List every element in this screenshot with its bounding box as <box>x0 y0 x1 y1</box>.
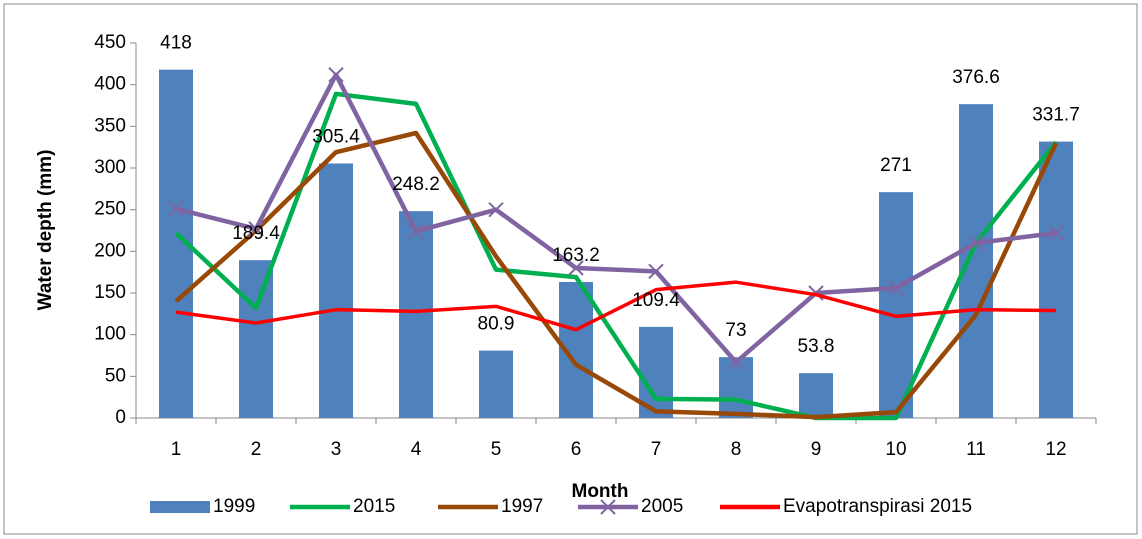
y-tick-label: 150 <box>94 282 126 303</box>
data-label: 331.7 <box>1032 105 1080 126</box>
bar <box>479 350 513 418</box>
bar <box>239 260 273 418</box>
y-tick-label: 0 <box>115 407 126 428</box>
bar <box>719 357 753 418</box>
x-tick-label: 9 <box>811 439 822 460</box>
marker <box>408 223 424 240</box>
line <box>175 72 1057 365</box>
bar <box>799 373 833 418</box>
marker <box>488 201 504 218</box>
data-label: 73 <box>725 320 746 341</box>
x-tick-label: 6 <box>571 439 582 460</box>
y-tick-label: 50 <box>105 365 126 386</box>
bar <box>319 163 353 418</box>
marker <box>968 235 984 251</box>
marker <box>728 354 744 370</box>
marker <box>168 201 184 217</box>
data-label: 305.4 <box>312 127 360 148</box>
legend-marker <box>600 499 616 515</box>
legend-label: 2015 <box>353 496 395 517</box>
x-tick-label: 1 <box>171 439 182 460</box>
marker <box>1048 225 1064 241</box>
x-tick-label: 11 <box>966 439 986 460</box>
data-label: 163.2 <box>552 245 600 266</box>
marker <box>888 280 904 296</box>
y-tick-label: 100 <box>94 324 126 345</box>
data-label: 418 <box>160 33 192 54</box>
data-label: 80.9 <box>478 314 515 335</box>
data-label: 248.2 <box>392 174 440 195</box>
x-axis-label: Month <box>572 481 629 502</box>
bar <box>399 211 433 418</box>
y-tick-label: 350 <box>94 115 126 136</box>
legend-label: 1999 <box>213 496 255 517</box>
marker <box>648 263 664 280</box>
bar <box>959 104 993 419</box>
marker <box>568 260 584 276</box>
x-tick-label: 7 <box>651 439 662 460</box>
legend-swatch <box>150 501 210 513</box>
x-tick-label: 8 <box>731 439 742 460</box>
legend-label: Evapotranspirasi 2015 <box>783 496 972 517</box>
y-axis-label: Water depth (mm) <box>35 150 56 311</box>
y-tick-label: 250 <box>94 199 126 220</box>
x-tick-label: 4 <box>411 439 422 460</box>
bar <box>879 192 913 418</box>
x-tick-label: 2 <box>251 439 262 460</box>
x-tick-label: 12 <box>1045 439 1066 460</box>
line <box>174 91 1058 421</box>
marker <box>328 66 344 83</box>
y-tick-label: 400 <box>94 74 126 95</box>
marker <box>248 221 264 237</box>
data-label: 189.4 <box>232 223 280 244</box>
data-label: 53.8 <box>798 336 835 357</box>
x-tick-label: 10 <box>885 439 906 460</box>
y-tick-label: 450 <box>94 32 126 53</box>
x-tick-label: 5 <box>491 439 502 460</box>
y-tick-label: 300 <box>94 157 126 178</box>
x-tick-label: 3 <box>331 439 342 460</box>
data-label: 376.6 <box>952 67 1000 88</box>
line <box>174 130 1059 420</box>
data-label: 271 <box>880 155 912 176</box>
legend-label: 2005 <box>641 496 683 517</box>
bar <box>1039 141 1073 419</box>
y-tick-label: 200 <box>94 240 126 261</box>
legend-label: 1997 <box>501 496 543 517</box>
data-label: 109.4 <box>632 290 680 311</box>
line <box>175 280 1057 332</box>
